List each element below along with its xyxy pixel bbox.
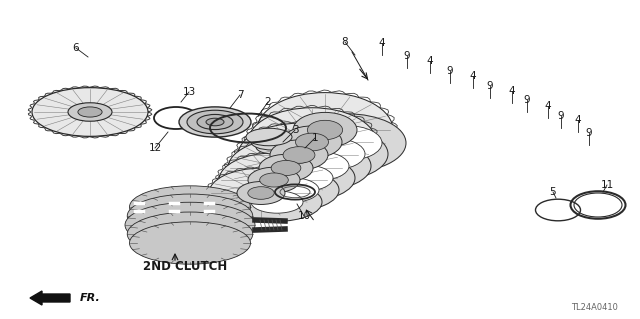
Ellipse shape (246, 128, 292, 146)
Ellipse shape (282, 126, 342, 158)
Ellipse shape (251, 134, 293, 150)
Text: 6: 6 (73, 43, 79, 53)
Ellipse shape (129, 186, 250, 228)
Text: 13: 13 (182, 87, 196, 97)
Text: 1: 1 (312, 133, 318, 143)
Ellipse shape (293, 112, 357, 148)
Text: 9: 9 (524, 95, 531, 105)
Text: 9: 9 (486, 81, 493, 91)
Ellipse shape (187, 110, 243, 134)
Ellipse shape (78, 107, 102, 117)
Ellipse shape (292, 157, 308, 163)
Ellipse shape (127, 194, 253, 238)
Ellipse shape (270, 140, 328, 170)
Ellipse shape (228, 139, 344, 197)
Text: TL24A0410: TL24A0410 (571, 303, 618, 313)
Text: 4: 4 (575, 115, 581, 125)
Ellipse shape (238, 123, 360, 187)
Ellipse shape (275, 165, 333, 191)
Ellipse shape (271, 160, 301, 175)
Ellipse shape (32, 88, 148, 136)
FancyArrow shape (30, 291, 70, 305)
Text: 10: 10 (298, 211, 310, 221)
Ellipse shape (206, 118, 224, 126)
Ellipse shape (265, 141, 371, 191)
Text: 4: 4 (509, 86, 515, 96)
Text: FR.: FR. (80, 293, 100, 303)
Ellipse shape (265, 146, 335, 174)
Ellipse shape (286, 154, 314, 166)
Text: 4: 4 (470, 71, 476, 81)
Ellipse shape (299, 138, 365, 170)
Ellipse shape (283, 147, 315, 163)
Ellipse shape (248, 108, 376, 176)
Ellipse shape (127, 212, 253, 256)
Text: 2ND CLUTCH: 2ND CLUTCH (143, 261, 227, 273)
Text: 4: 4 (379, 38, 385, 48)
Text: 12: 12 (148, 143, 162, 153)
Ellipse shape (129, 222, 250, 264)
Ellipse shape (257, 93, 393, 167)
Ellipse shape (263, 178, 319, 202)
Text: 9: 9 (447, 66, 453, 76)
Ellipse shape (261, 145, 295, 159)
Ellipse shape (260, 173, 288, 187)
Ellipse shape (288, 114, 406, 172)
Ellipse shape (312, 126, 382, 160)
Text: 9: 9 (404, 51, 410, 61)
Text: 5: 5 (550, 187, 556, 197)
Ellipse shape (253, 155, 355, 201)
Ellipse shape (251, 191, 303, 213)
Text: 3: 3 (292, 125, 298, 135)
Text: 9: 9 (586, 128, 592, 138)
Ellipse shape (125, 202, 255, 248)
Ellipse shape (179, 107, 251, 137)
Ellipse shape (243, 169, 339, 211)
Text: 4: 4 (427, 56, 433, 66)
Ellipse shape (307, 120, 342, 140)
Text: 9: 9 (557, 111, 564, 121)
Ellipse shape (237, 182, 285, 204)
Ellipse shape (256, 140, 294, 154)
Text: 11: 11 (600, 180, 614, 190)
Ellipse shape (68, 103, 112, 121)
Ellipse shape (296, 133, 328, 151)
Text: 7: 7 (237, 90, 243, 100)
Text: 4: 4 (545, 101, 551, 111)
Ellipse shape (276, 127, 388, 181)
Ellipse shape (209, 168, 313, 218)
Ellipse shape (232, 183, 322, 221)
Ellipse shape (287, 152, 349, 181)
Ellipse shape (248, 187, 274, 199)
Ellipse shape (259, 154, 313, 182)
Ellipse shape (248, 167, 300, 193)
Ellipse shape (197, 115, 233, 130)
Text: 2: 2 (265, 97, 271, 107)
Ellipse shape (219, 153, 329, 207)
Text: 8: 8 (342, 37, 348, 47)
